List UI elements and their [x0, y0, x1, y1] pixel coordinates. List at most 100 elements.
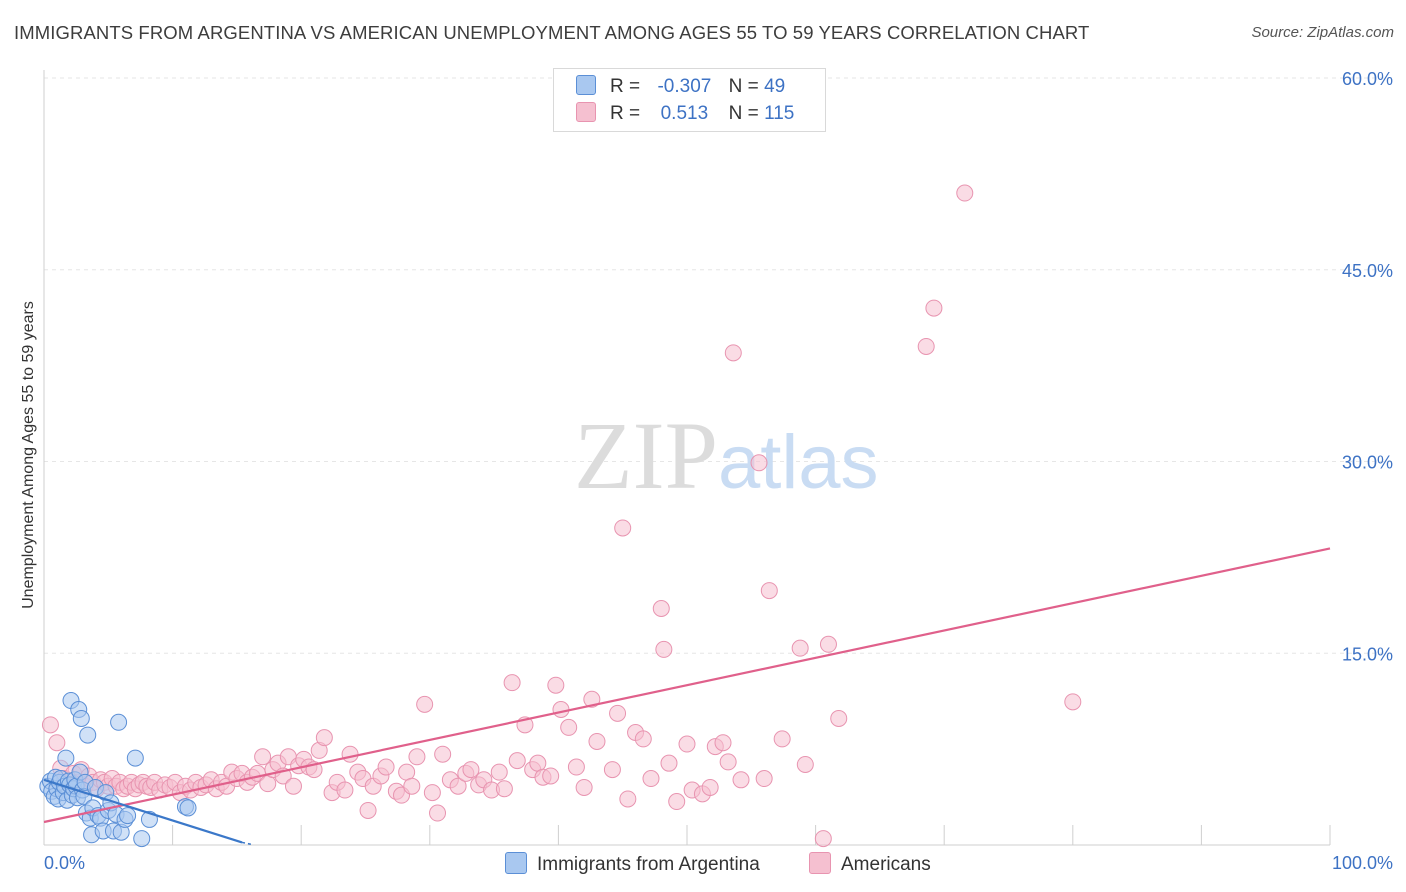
point-americans: [254, 748, 272, 766]
point-argentina: [133, 830, 151, 848]
point-americans: [408, 748, 426, 766]
point-americans: [791, 639, 809, 657]
point-americans: [652, 600, 670, 618]
point-americans: [495, 780, 513, 798]
legend-n-label: N =: [728, 76, 759, 97]
point-americans: [552, 700, 570, 718]
point-americans: [567, 758, 585, 776]
point-americans: [634, 730, 652, 748]
point-americans: [315, 729, 333, 747]
bottom-legend-label: Americans: [841, 854, 931, 875]
point-americans: [41, 716, 59, 734]
trend-lines: [43, 547, 1331, 846]
point-americans: [714, 734, 732, 752]
point-americans: [719, 753, 737, 771]
x-tick-label: 0.0%: [44, 853, 85, 873]
point-americans: [642, 770, 660, 788]
bottom-legend-label: Immigrants from Argentina: [537, 854, 760, 875]
bottom-legend-swatch-blue: [505, 852, 527, 874]
point-americans: [750, 454, 768, 472]
bottom-legend-swatch-pink: [809, 852, 831, 874]
correlation-legend: R = -0.307 N = 49 R = 0.513 N = 115: [553, 68, 826, 132]
gridlines: [43, 70, 1392, 846]
point-americans: [462, 761, 480, 779]
point-americans: [724, 344, 742, 362]
point-argentina: [110, 713, 128, 731]
point-americans: [925, 299, 943, 317]
point-americans: [359, 801, 377, 819]
point-americans: [760, 582, 778, 600]
point-americans: [819, 635, 837, 653]
point-americans: [917, 337, 935, 355]
point-argentina: [79, 726, 97, 744]
point-americans: [755, 770, 773, 788]
point-americans: [542, 767, 560, 785]
point-americans: [341, 745, 359, 763]
point-americans: [701, 778, 719, 796]
trend-line-argentina-extension: [241, 841, 253, 846]
point-americans: [1064, 693, 1082, 711]
point-americans: [678, 735, 696, 753]
y-axis-label: Unemployment Among Ages 55 to 59 years: [20, 301, 37, 609]
point-americans: [603, 761, 621, 779]
point-americans: [336, 781, 354, 799]
y-tick-label: 15.0%: [1342, 644, 1393, 664]
point-americans: [796, 755, 814, 773]
legend-n-value: 49: [764, 76, 786, 97]
watermark-atlas: atlas: [718, 420, 879, 505]
watermark-zip: ZIP: [574, 402, 718, 509]
point-americans: [655, 640, 673, 658]
x-tick-label: 100.0%: [1332, 853, 1393, 873]
point-americans: [434, 745, 452, 763]
point-argentina: [126, 749, 144, 767]
point-argentina: [72, 709, 90, 727]
point-americans: [609, 704, 627, 722]
point-americans: [423, 784, 441, 802]
legend-r-value: -0.307: [657, 76, 712, 97]
point-americans: [773, 730, 791, 748]
point-americans: [575, 778, 593, 796]
y-tick-label: 30.0%: [1342, 453, 1393, 473]
series-americans: [41, 184, 1082, 848]
chart-title: IMMIGRANTS FROM ARGENTINA VS AMERICAN UN…: [14, 22, 1090, 43]
point-americans: [588, 732, 606, 750]
point-americans: [560, 718, 578, 736]
point-americans: [956, 184, 974, 202]
point-americans: [814, 830, 832, 848]
point-americans: [403, 777, 421, 795]
source-label: Source: ZipAtlas.com: [1251, 24, 1394, 41]
legend-row-americans: R = 0.513 N = 115: [576, 102, 794, 126]
point-americans: [660, 754, 678, 772]
legend-swatch-pink: [576, 102, 596, 122]
point-americans: [668, 793, 686, 811]
legend-n-label: N =: [728, 103, 759, 124]
point-americans: [508, 752, 526, 770]
point-americans: [377, 758, 395, 776]
point-americans: [490, 763, 508, 781]
point-argentina: [179, 799, 197, 817]
y-tick-label: 45.0%: [1342, 261, 1393, 281]
legend-swatch-blue: [576, 75, 596, 95]
point-americans: [416, 695, 434, 713]
point-americans: [583, 690, 601, 708]
point-americans: [830, 709, 848, 727]
point-americans: [732, 771, 750, 789]
point-americans: [547, 676, 565, 694]
legend-row-argentina: R = -0.307 N = 49: [576, 75, 785, 99]
point-argentina: [57, 749, 75, 767]
trend-line-americans: [43, 547, 1331, 824]
point-americans: [284, 777, 302, 795]
point-americans: [449, 777, 467, 795]
point-americans: [48, 734, 66, 752]
point-americans: [619, 790, 637, 808]
legend-r-value: 0.513: [660, 103, 709, 124]
point-americans: [429, 804, 447, 822]
point-argentina: [119, 807, 137, 825]
trend-line-argentina: [43, 778, 243, 844]
point-americans: [614, 519, 632, 537]
bottom-legend-americans: Americans: [809, 852, 931, 876]
y-tick-label: 60.0%: [1342, 69, 1393, 89]
point-americans: [503, 674, 521, 692]
axis-ticks: 15.0% 30.0% 45.0% 60.0% 0.0% 100.0%: [44, 69, 1393, 873]
